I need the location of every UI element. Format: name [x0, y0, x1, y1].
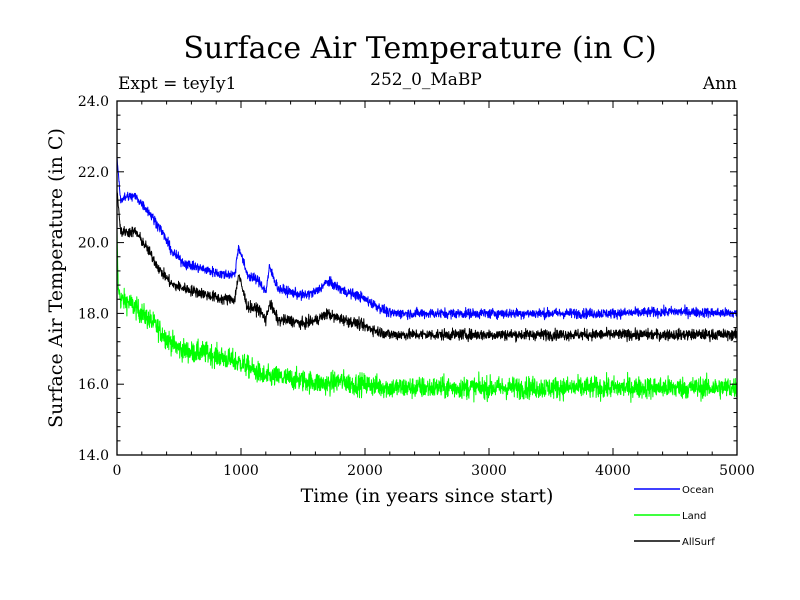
legend-label-ocean: Ocean — [682, 485, 714, 496]
x-tick-label: 5000 — [719, 463, 755, 479]
y-tick-label: 24.0 — [78, 94, 109, 110]
chart-title: Surface Air Temperature (in C) — [183, 31, 656, 66]
y-axis-title: Surface Air Temperature (in C) — [45, 128, 67, 428]
x-tick-label: 0 — [113, 463, 122, 479]
legend: Ocean Land AllSurf — [634, 485, 715, 548]
x-axis-title: Time (in years since start) — [301, 485, 554, 507]
series-line-allsurf — [116, 190, 738, 343]
x-tick-label: 3000 — [471, 463, 507, 479]
legend-label-allsurf: AllSurf — [682, 537, 715, 548]
x-tick-label: 1000 — [223, 463, 259, 479]
y-tick-label: 16.0 — [78, 377, 109, 393]
series-layer — [116, 157, 738, 403]
experiment-label: Expt = teyIy1 — [118, 74, 236, 94]
y-tick-label: 20.0 — [78, 236, 109, 252]
y-tick-label: 18.0 — [78, 306, 109, 322]
plot-frame — [116, 100, 738, 456]
y-tick-label: 14.0 — [78, 448, 109, 464]
season-label: Ann — [702, 74, 737, 94]
tick-layer: 0 1000 2000 3000 4000 5000 14.0 16.0 18.0 20.0 22.… — [78, 94, 755, 479]
x-tick-label: 2000 — [347, 463, 383, 479]
y-tick-label: 22.0 — [78, 165, 109, 181]
series-line-ocean — [116, 157, 738, 321]
legend-label-land: Land — [682, 511, 706, 522]
series-line-land — [116, 229, 738, 403]
x-tick-label: 4000 — [595, 463, 631, 479]
period-label: 252_0_MaBP — [370, 70, 482, 90]
